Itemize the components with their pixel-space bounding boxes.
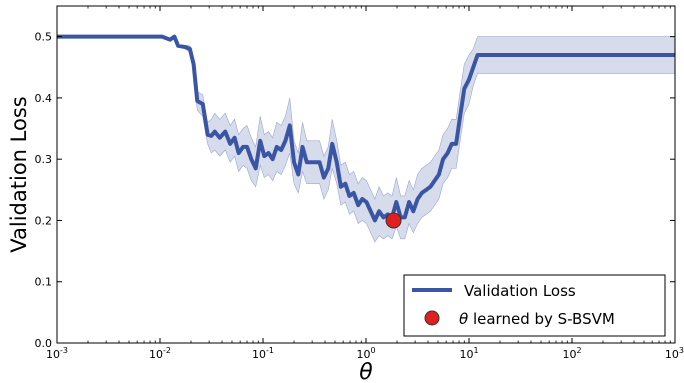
y-tick-label: 0.1 xyxy=(35,276,53,289)
y-tick-label: 0.4 xyxy=(35,92,53,105)
loss-line-layer xyxy=(57,34,675,223)
x-tick-label: 10-1 xyxy=(252,346,274,361)
y-axis-title: Validation Loss xyxy=(7,96,31,252)
legend-marker-theta: θ xyxy=(459,310,468,328)
y-tick-label: 0.2 xyxy=(35,214,53,227)
y-tick-label: 0.5 xyxy=(35,31,53,44)
x-tick-label: 103 xyxy=(665,346,684,361)
marker-layer xyxy=(385,212,402,229)
learned-theta-marker xyxy=(385,212,402,229)
legend-line-label: Validation Loss xyxy=(464,282,576,300)
x-tick-label: 102 xyxy=(562,346,581,361)
confidence-band-layer xyxy=(57,36,676,243)
legend-marker-text-body: learned by S-BSVM xyxy=(473,310,615,328)
x-tick-label: 101 xyxy=(459,346,478,361)
legend: Validation Loss θ learned by S-BSVM xyxy=(403,274,666,337)
tick-layer: 0.0 0.1 0.2 0.3 0.4 0.5 10-3 10-2 10-1 100 101 102 1… xyxy=(35,6,684,361)
y-tick-label: 0.0 xyxy=(35,337,53,350)
legend-marker-swatch xyxy=(424,310,440,326)
x-tick-label: 10-2 xyxy=(149,346,171,361)
x-axis-title: θ xyxy=(359,360,373,383)
confidence-band xyxy=(57,36,676,243)
legend-marker-label: θ learned by S-BSVM xyxy=(459,310,615,328)
x-tick-label: 100 xyxy=(356,346,375,361)
y-tick-label: 0.3 xyxy=(35,153,53,166)
legend-box xyxy=(403,274,666,337)
validation-loss-line xyxy=(57,34,675,223)
x-tick-label: 10-3 xyxy=(46,346,68,361)
